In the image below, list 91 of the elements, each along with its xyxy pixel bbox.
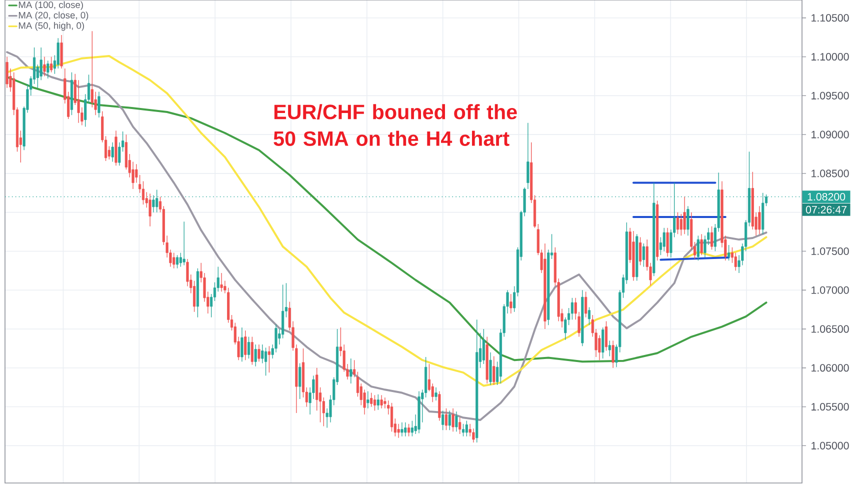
legend-label: MA (20, close, 0) (18, 12, 88, 20)
y-tick-label: 1.09000 (812, 130, 849, 138)
candlestick (608, 340, 611, 357)
candlestick (98, 91, 100, 118)
legend-label: MA (100, close) (18, 1, 83, 10)
candlestick (710, 226, 714, 250)
candlestick (390, 402, 394, 432)
candlestick (465, 420, 468, 437)
candlestick (111, 142, 114, 162)
candlestick (442, 410, 444, 430)
candlestick (176, 254, 179, 269)
y-tick-label: 1.10000 (812, 53, 849, 61)
y-tick-label: 1.07500 (812, 247, 849, 255)
candlestick (268, 346, 270, 373)
candlestick (410, 420, 414, 437)
candlestick (683, 196, 686, 234)
candlestick (220, 272, 223, 292)
candlestick (373, 394, 376, 411)
candlestick (148, 193, 152, 227)
candlestick (193, 280, 196, 312)
candlestick (452, 408, 454, 432)
candlestick (43, 56, 46, 77)
candlestick (676, 212, 680, 234)
candlestick (472, 428, 475, 443)
candlestick (680, 214, 682, 236)
y-tick-label: 1.08500 (812, 170, 849, 178)
y-tick-label: 1.06500 (812, 325, 849, 333)
text: 07:26:47 (806, 206, 846, 214)
candlestick (366, 390, 370, 409)
y-tick-label: 1.05500 (812, 403, 849, 411)
candlestick (404, 422, 407, 437)
legend-label: MA (50, high, 0) (18, 22, 84, 31)
y-tick-label: 1.07000 (812, 286, 849, 294)
candlestick (60, 34, 63, 69)
candlestick (492, 356, 496, 386)
candlestick (370, 392, 373, 408)
candlestick (6, 56, 8, 88)
candlestick (584, 291, 588, 318)
candlestick (350, 358, 352, 384)
candlestick (728, 244, 730, 261)
candlestick (240, 327, 244, 362)
candlestick (244, 330, 247, 360)
candlestick (510, 294, 512, 314)
candlestick (254, 344, 257, 367)
candlestick (570, 298, 574, 320)
candlestick (376, 394, 380, 410)
candlestick (282, 284, 284, 339)
candlestick (642, 243, 645, 268)
candlestick (730, 246, 734, 264)
candlestick (758, 206, 761, 234)
candlestick (448, 410, 451, 430)
candlestick (172, 252, 176, 269)
candlestick (380, 394, 383, 409)
candlestick (142, 180, 145, 205)
y-tick-label: 1.10500 (812, 14, 849, 22)
candlestick (489, 352, 492, 386)
ref-line-label: 1.08200 (808, 193, 846, 201)
candlestick (612, 340, 614, 368)
candlestick (434, 387, 438, 401)
candlestick (250, 336, 254, 366)
candlestick (407, 424, 410, 437)
candlestick (46, 60, 50, 79)
candlestick (696, 235, 700, 261)
text: EUR/CHF bouned off the 50 SMA on the H4 chart (274, 104, 517, 146)
candlestick (482, 328, 485, 364)
candlestick (444, 408, 448, 430)
candlestick (258, 344, 260, 362)
candlestick (686, 206, 690, 236)
y-tick-label: 1.06000 (812, 364, 849, 372)
candlestick (604, 320, 608, 352)
candlestick (298, 362, 302, 400)
candlestick (400, 422, 404, 437)
candlestick (662, 228, 666, 252)
candlestick (639, 236, 642, 266)
candlestick (356, 371, 360, 397)
candlestick (182, 221, 186, 266)
candlestick (50, 56, 53, 73)
candlestick (666, 228, 669, 258)
candlestick (397, 424, 400, 438)
candlestick (588, 306, 591, 326)
y-tick-label: 1.05000 (812, 442, 849, 450)
candlestick (602, 327, 604, 359)
candlestick (455, 411, 458, 432)
candlestick (700, 234, 703, 256)
candlestick (438, 390, 441, 422)
candlestick (247, 336, 250, 359)
candlestick (353, 360, 356, 378)
y-tick-label: 1.09500 (812, 92, 849, 100)
candlestick (462, 424, 465, 437)
candlestick (264, 347, 268, 376)
candlestick (458, 417, 462, 434)
